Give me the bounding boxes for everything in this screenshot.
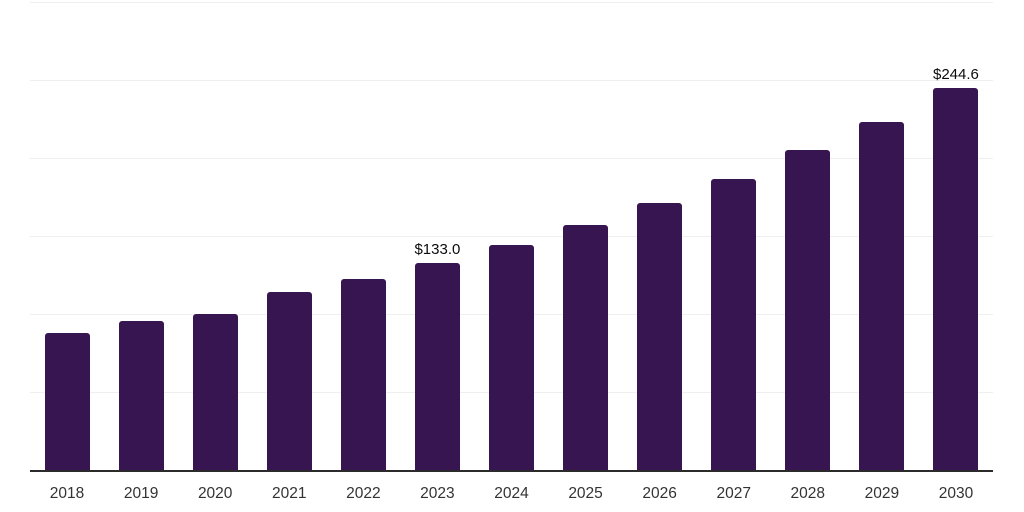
- bar-2030: [933, 88, 979, 470]
- bar-2023: [414, 262, 460, 470]
- bar-2022: [340, 278, 386, 470]
- x-axis: 2018 2019 2020 2021 2022 2023 2024 2025 2026 2027…: [30, 485, 993, 507]
- gridline-250: [30, 80, 993, 81]
- data-label-2030: $244.6: [933, 66, 979, 84]
- x-tick-2029: 2029: [864, 485, 900, 502]
- bar-2028: [785, 150, 831, 470]
- x-tick-2019: 2019: [123, 485, 159, 502]
- gridline-150: [30, 236, 993, 237]
- x-tick-2023: 2023: [420, 485, 455, 502]
- x-tick-2030: 2030: [938, 485, 974, 502]
- x-tick-2024: 2024: [494, 485, 529, 502]
- bar-2026: [637, 203, 683, 470]
- bar-2019: [118, 320, 164, 470]
- x-tick-2022: 2022: [346, 485, 381, 502]
- bar-2025: [563, 225, 609, 470]
- bar-2027: [711, 179, 757, 470]
- bar-2021: [266, 291, 312, 470]
- x-tick-2026: 2026: [642, 485, 677, 502]
- bar-2029: [859, 122, 905, 470]
- data-label-2023: $133.0: [414, 240, 461, 258]
- x-tick-2018: 2018: [49, 485, 85, 502]
- gridline-300: [30, 2, 993, 3]
- x-tick-2021: 2021: [272, 485, 307, 502]
- bar-2020: [192, 313, 238, 470]
- gridline-200: [30, 158, 993, 159]
- bar-2018: [44, 332, 90, 470]
- x-tick-2020: 2020: [197, 485, 233, 502]
- x-tick-2027: 2027: [716, 485, 751, 502]
- x-tick-2025: 2025: [568, 485, 603, 502]
- bar-2024: [489, 245, 534, 470]
- x-tick-2028: 2028: [790, 485, 826, 502]
- plot-area: $133.0 $244.6: [30, 2, 993, 472]
